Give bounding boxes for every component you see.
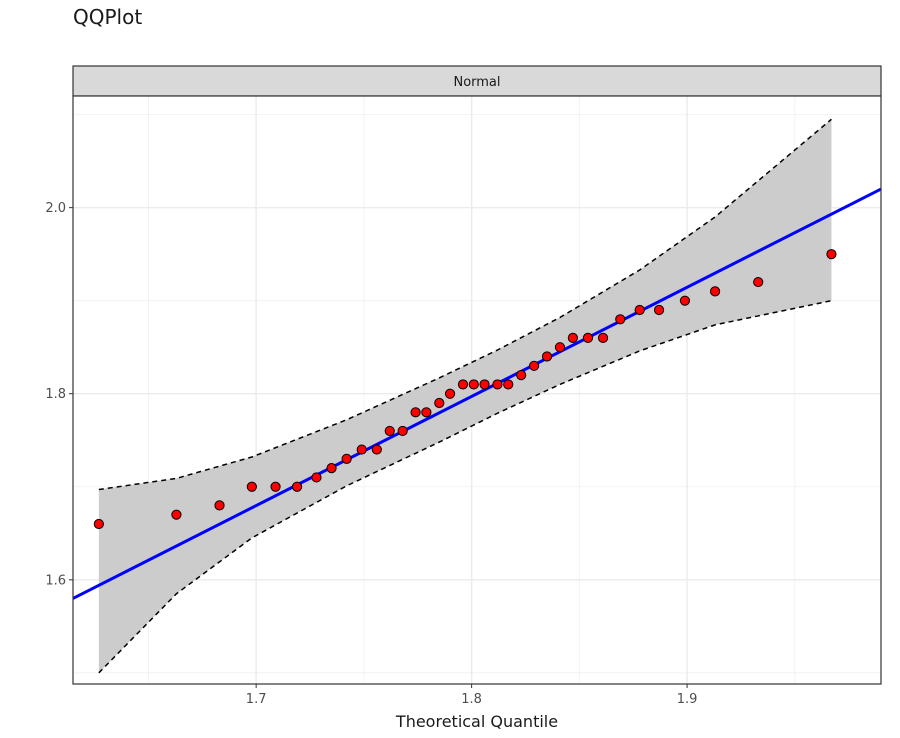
data-point <box>397 425 408 437</box>
reference-line-layer <box>72 187 882 600</box>
confidence-band-upper <box>98 118 832 491</box>
facet-strip-label: Normal <box>453 75 500 90</box>
data-point <box>444 388 456 399</box>
data-point <box>634 304 645 316</box>
points-layer <box>93 249 837 530</box>
x-tick-label: 1.7 <box>246 692 267 707</box>
data-point <box>541 351 553 362</box>
confidence-band-lower <box>98 299 832 674</box>
data-point <box>270 481 281 492</box>
data-point <box>214 500 225 511</box>
data-point <box>171 509 182 520</box>
x-axis: 1.7 1.8 1.9 <box>246 684 698 707</box>
data-point <box>528 360 540 371</box>
data-point <box>679 295 691 306</box>
y-axis: 1.6 1.8 2.0 <box>45 201 73 588</box>
data-point <box>597 332 609 343</box>
x-axis-title: Theoretical Quantile <box>395 712 558 731</box>
y-tick-label: 1.8 <box>45 387 66 402</box>
data-point <box>326 463 337 474</box>
data-point <box>468 379 479 390</box>
data-point <box>567 332 578 343</box>
data-point <box>516 370 527 381</box>
data-point <box>356 444 367 455</box>
data-point <box>311 472 322 483</box>
x-tick-label: 1.8 <box>461 692 482 707</box>
data-point <box>826 249 837 260</box>
data-point <box>410 407 421 418</box>
data-point <box>479 379 490 390</box>
confidence-band-layer <box>98 118 832 674</box>
data-point <box>246 481 257 492</box>
data-point <box>434 397 445 409</box>
data-point <box>93 518 104 530</box>
data-point <box>384 425 395 437</box>
data-point <box>503 379 514 390</box>
y-tick-label: 1.6 <box>45 573 66 588</box>
data-point <box>291 481 303 492</box>
data-point <box>341 453 352 464</box>
y-tick-label: 2.0 <box>45 201 66 216</box>
data-point <box>457 379 469 390</box>
data-point <box>753 276 764 288</box>
data-point <box>554 342 566 353</box>
confidence-band <box>98 119 832 673</box>
x-tick-label: 1.9 <box>677 692 698 707</box>
facet-strip <box>72 65 882 97</box>
data-point <box>709 286 721 297</box>
data-point <box>653 304 665 316</box>
data-point <box>615 314 626 325</box>
reference-line <box>72 187 882 600</box>
data-point <box>371 444 382 455</box>
panel-border <box>72 95 882 685</box>
data-point <box>582 332 594 343</box>
data-point <box>492 379 503 390</box>
data-point <box>421 407 432 418</box>
chart-title: QQPlot <box>73 5 142 29</box>
